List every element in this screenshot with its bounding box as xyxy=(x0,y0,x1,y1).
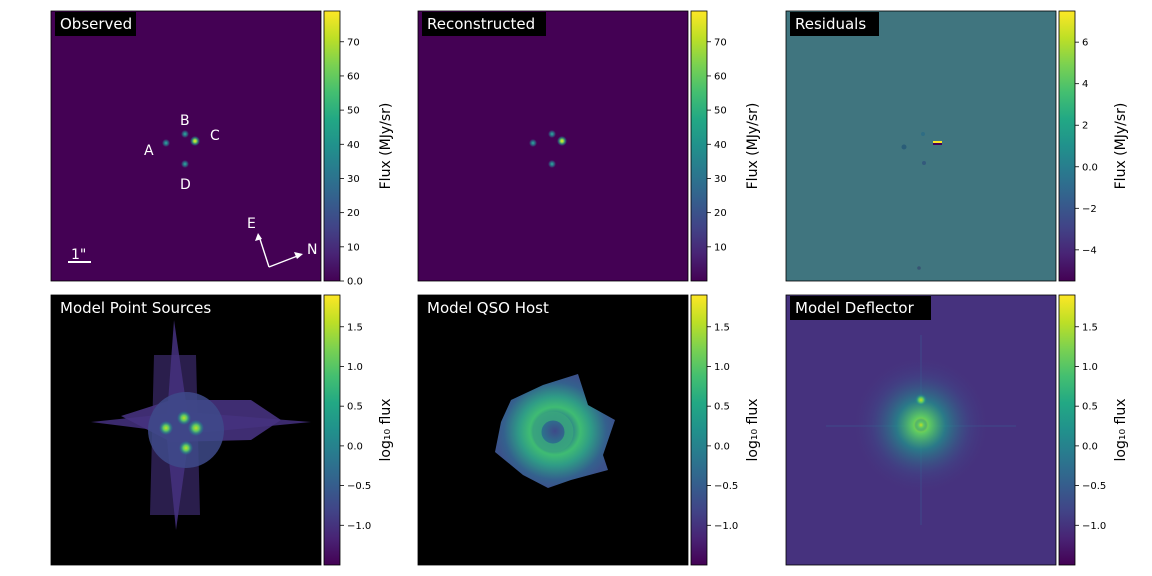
colorbar-tick-label: −0.5 xyxy=(1082,481,1106,492)
residual-negative xyxy=(933,143,942,145)
colorbar-tick-label: 20 xyxy=(714,208,727,219)
colorbar-tick-label: 1.5 xyxy=(1082,322,1098,333)
colorbar xyxy=(1059,295,1075,565)
colorbar-tick-label: 50 xyxy=(347,106,360,117)
colorbar-label: Flux (MJy/sr) xyxy=(745,103,761,190)
label-B: B xyxy=(180,113,190,129)
label-A: A xyxy=(144,143,154,159)
colorbar-tick-label: 60 xyxy=(347,71,360,82)
panel-reconstructed: Reconstructed 10 20 30 40 50 60 70 Flux (MJy/sr) xyxy=(418,11,761,281)
panel-model-qso-host: Model QSO Host 1.5 1.0 0.5 0.0 −0.5 −1.0 log₁₀ … xyxy=(418,295,761,565)
residual-spot-d xyxy=(922,161,926,165)
colorbar-tick-label: 1.5 xyxy=(714,322,730,333)
colorbar-tick-label: 70 xyxy=(347,37,360,48)
colorbar-tick-label: 6 xyxy=(1082,38,1088,49)
colorbar xyxy=(324,295,340,565)
figure: A B C D 1" E N Observed 0.0 10 20 30 40 50 60 70 Flux (M… xyxy=(0,0,1152,576)
panel-model-deflector: Model Deflector 1.5 1.0 0.5 0.0 −0.5 −1.0 log₁₀… xyxy=(786,295,1129,565)
colorbar-tick-label: 0.0 xyxy=(1082,162,1098,173)
source-A xyxy=(529,139,537,147)
colorbar-tick-label: 60 xyxy=(714,71,727,82)
colorbar-tick-label: −2 xyxy=(1082,204,1097,215)
colorbar-tick-label: 50 xyxy=(714,106,727,117)
source-A xyxy=(162,139,170,147)
colorbar-label: log₁₀ flux xyxy=(1113,399,1129,462)
image-area xyxy=(418,11,688,281)
colorbar-tick-label: 30 xyxy=(714,174,727,185)
colorbar-tick-label: 40 xyxy=(347,140,360,151)
point-source-3 xyxy=(179,441,193,455)
colorbar-tick-label: 0.5 xyxy=(1082,402,1098,413)
colorbar-tick-label: 0.5 xyxy=(347,402,363,413)
compass-north-label: N xyxy=(307,242,317,258)
panel-title: Model QSO Host xyxy=(427,299,549,317)
deflector-core xyxy=(914,418,928,432)
scale-bar-label: 1" xyxy=(71,247,86,263)
colorbar-tick-label: −1.0 xyxy=(347,521,371,532)
source-D xyxy=(548,160,556,168)
colorbar-tick-label: 10 xyxy=(714,242,727,253)
colorbar-label: log₁₀ flux xyxy=(378,399,394,462)
residual-spot-a xyxy=(902,145,907,150)
colorbar-tick-label: 1.0 xyxy=(347,362,363,373)
deflector-companion xyxy=(915,394,927,406)
compass-east-label: E xyxy=(247,216,256,232)
colorbar xyxy=(1059,11,1075,281)
source-D xyxy=(181,160,189,168)
label-C: C xyxy=(210,128,220,144)
residual-spot-edge xyxy=(917,266,921,270)
label-D: D xyxy=(180,177,191,193)
panel-model-point-sources: Model Point Sources 1.5 1.0 0.5 0.0 −0.5 −1.0 l… xyxy=(51,295,394,565)
colorbar-tick-label: −0.5 xyxy=(347,481,371,492)
colorbar-tick-label: 70 xyxy=(714,37,727,48)
residual-positive xyxy=(933,141,942,143)
colorbar-label: log₁₀ flux xyxy=(745,399,761,462)
panel-title: Model Deflector xyxy=(795,299,915,317)
panel-observed: A B C D 1" E N Observed 0.0 10 20 30 40 50 60 70 Flux (M… xyxy=(51,11,394,288)
point-source-0 xyxy=(177,411,191,425)
colorbar-tick-label: 0.5 xyxy=(714,402,730,413)
colorbar-tick-label: −0.5 xyxy=(714,481,738,492)
colorbar-tick-label: 2 xyxy=(1082,121,1088,132)
colorbar-tick-label: 40 xyxy=(714,140,727,151)
colorbar xyxy=(324,11,340,281)
panel-title: Model Point Sources xyxy=(60,299,211,317)
panel-title: Observed xyxy=(60,15,132,33)
image-area xyxy=(51,11,321,281)
colorbar-tick-label: 0.0 xyxy=(347,441,363,452)
colorbar-tick-label: 0.0 xyxy=(1082,441,1098,452)
colorbar-tick-label: 1.5 xyxy=(347,322,363,333)
colorbar-tick-label: 0.0 xyxy=(347,277,363,288)
point-source-2 xyxy=(188,420,204,436)
colorbar-label: Flux (MJy/sr) xyxy=(1113,103,1129,190)
colorbar xyxy=(691,295,707,565)
source-B xyxy=(548,130,556,138)
panel-title: Residuals xyxy=(795,15,866,33)
colorbar-tick-label: 1.0 xyxy=(714,362,730,373)
colorbar-label: Flux (MJy/sr) xyxy=(378,103,394,190)
source-C xyxy=(190,136,200,146)
colorbar-tick-label: −4 xyxy=(1082,245,1097,256)
panel-residuals: Residuals 6 4 2 0.0 −2 −4 Flux (MJy/sr) xyxy=(786,11,1129,281)
colorbar-tick-label: 30 xyxy=(347,174,360,185)
source-C xyxy=(557,136,567,146)
colorbar-tick-label: 0.0 xyxy=(714,441,730,452)
colorbar-tick-label: 10 xyxy=(347,242,360,253)
colorbar-tick-label: 20 xyxy=(347,208,360,219)
colorbar xyxy=(691,11,707,281)
panel-title: Reconstructed xyxy=(427,15,535,33)
source-B xyxy=(181,130,189,138)
residual-spot-b xyxy=(921,132,925,136)
point-source-1 xyxy=(159,421,173,435)
image-area xyxy=(786,11,1056,281)
colorbar-tick-label: 4 xyxy=(1082,79,1088,90)
colorbar-tick-label: −1.0 xyxy=(714,521,738,532)
colorbar-tick-label: 1.0 xyxy=(1082,362,1098,373)
colorbar-tick-label: −1.0 xyxy=(1082,521,1106,532)
